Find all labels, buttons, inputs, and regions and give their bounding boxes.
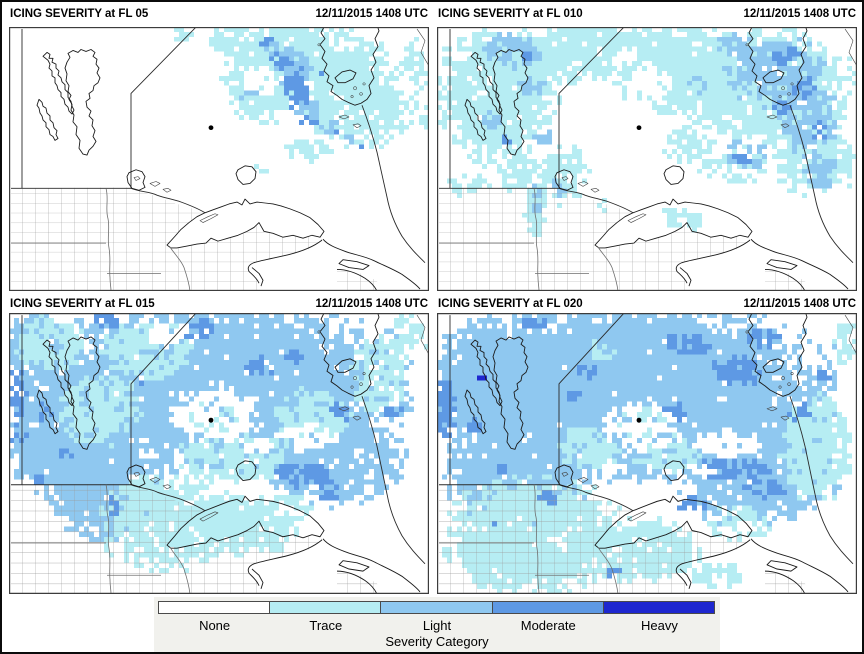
- panel-header: ICING SEVERITY at FL 05 12/11/2015 1408 …: [10, 5, 428, 23]
- map-canvas-fl020: [437, 313, 857, 594]
- legend-label-moderate: Moderate: [520, 618, 576, 633]
- panel-timestamp: 12/11/2015 1408 UTC: [315, 8, 428, 20]
- severity-legend: None Trace Light Moderate Heavy Severity…: [154, 597, 720, 652]
- swatch-none: [158, 601, 271, 614]
- panel-fl015: ICING SEVERITY at FL 015 12/11/2015 1408…: [8, 293, 430, 594]
- legend-caption: Severity Category: [385, 634, 489, 649]
- panel-title: ICING SEVERITY at FL 015: [10, 298, 155, 310]
- panel-title: ICING SEVERITY at FL 020: [438, 298, 583, 310]
- panel-fl05: ICING SEVERITY at FL 05 12/11/2015 1408 …: [8, 3, 430, 291]
- swatch-trace: [269, 601, 382, 614]
- panel-title: ICING SEVERITY at FL 010: [438, 8, 583, 20]
- panel-timestamp: 12/11/2015 1408 UTC: [743, 8, 856, 20]
- map-canvas-fl010: [437, 27, 857, 291]
- legend-label-light: Light: [422, 618, 452, 633]
- legend-color-bar: [158, 601, 716, 614]
- legend-label-none: None: [199, 618, 231, 633]
- swatch-moderate: [491, 601, 604, 614]
- map-canvas-fl05: [9, 27, 429, 291]
- panel-title: ICING SEVERITY at FL 05: [10, 8, 149, 20]
- swatch-light: [380, 601, 493, 614]
- panel-fl020: ICING SEVERITY at FL 020 12/11/2015 1408…: [436, 293, 858, 594]
- legend-labels: None Trace Light Moderate Heavy: [159, 616, 715, 633]
- panel-header: ICING SEVERITY at FL 010 12/11/2015 1408…: [438, 5, 856, 23]
- panel-timestamp: 12/11/2015 1408 UTC: [743, 298, 856, 310]
- panel-timestamp: 12/11/2015 1408 UTC: [315, 298, 428, 310]
- panel-fl010: ICING SEVERITY at FL 010 12/11/2015 1408…: [436, 3, 858, 291]
- panel-header: ICING SEVERITY at FL 020 12/11/2015 1408…: [438, 295, 856, 313]
- panel-header: ICING SEVERITY at FL 015 12/11/2015 1408…: [10, 295, 428, 313]
- legend-label-trace: Trace: [309, 618, 343, 633]
- swatch-heavy: [602, 601, 716, 614]
- legend-label-heavy: Heavy: [640, 618, 678, 633]
- map-canvas-fl015: [9, 313, 429, 594]
